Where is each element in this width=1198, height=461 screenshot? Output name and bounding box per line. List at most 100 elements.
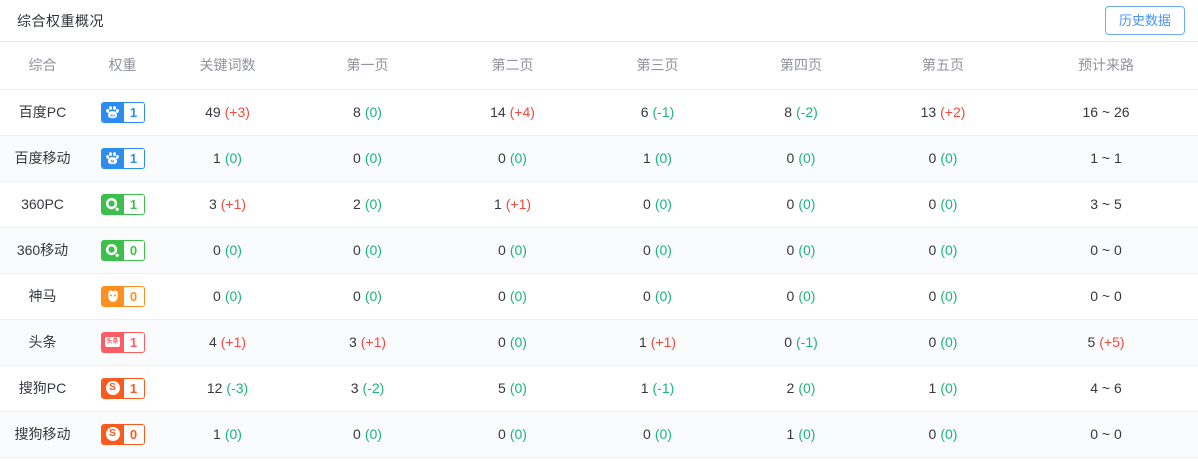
value-delta: (+2): [940, 104, 966, 120]
value: 1: [640, 380, 649, 396]
cell-page4: 0 (0): [730, 227, 872, 274]
cell-page5: 0 (0): [872, 411, 1014, 458]
value: 0: [498, 426, 506, 442]
table-row: 360移动 0 0 (0) 0 (0) 0 (0) 0 (0) 0 (0) 0 (0) 0 ~ 0: [0, 227, 1198, 274]
cell-page1: 0 (0): [295, 273, 440, 320]
cell-estimate: 0 ~ 0: [1014, 273, 1198, 320]
shenma-icon: [101, 286, 124, 306]
value: 0: [498, 242, 506, 258]
cell-page2: 5 (0): [440, 365, 585, 412]
table-row: 搜狗PC S 1 12 (-3) 3 (-2) 5 (0) 1 (-1) 2 (0) 1 (0) 4 ~ 6: [0, 365, 1198, 412]
cell-estimate: 3 ~ 5: [1014, 181, 1198, 228]
cell-engine: 神马: [0, 273, 85, 320]
value: 1: [643, 150, 651, 166]
table-row: 神马 0 0 (0) 0 (0) 0 (0) 0 (0) 0 (0) 0 (0) 0 ~ 0: [0, 273, 1198, 320]
value-delta: (+1): [220, 334, 247, 350]
value-delta: (0): [798, 426, 816, 442]
value: 0: [353, 426, 361, 442]
weight-value: 0: [123, 240, 144, 260]
value-delta: (-3): [226, 380, 249, 396]
value-delta: (-2): [796, 104, 818, 120]
cell-page5: 0 (0): [872, 135, 1014, 182]
cell-weight: 头条 1: [85, 319, 160, 366]
cell-keywords: 4 (+1): [160, 319, 295, 366]
cell-weight: du 1: [85, 89, 160, 136]
value-delta: (+3): [224, 104, 250, 120]
value: 0 ~ 0: [1090, 288, 1122, 304]
value: 0: [928, 288, 937, 304]
value: 0: [353, 288, 361, 304]
cell-keywords: 12 (-3): [160, 365, 295, 412]
value: 1: [928, 380, 937, 396]
history-data-button[interactable]: 历史数据: [1104, 6, 1185, 35]
value-delta: (+1): [650, 334, 677, 350]
value: 2: [353, 196, 361, 212]
cell-page4: 0 (0): [730, 273, 872, 320]
value: 1: [493, 196, 502, 212]
cell-page5: 13 (+2): [872, 89, 1014, 136]
value-delta: (0): [798, 242, 816, 258]
cell-keywords: 49 (+3): [160, 89, 295, 136]
value: 0: [784, 334, 792, 350]
value-delta: (0): [509, 242, 527, 258]
weight-table: 综合 权重 关键词数 第一页 第二页 第三页 第四页 第五页 预计来路 百度PC du 1 49 (+3…: [0, 42, 1198, 458]
cell-page2: 0 (0): [440, 411, 585, 458]
value-delta: (0): [654, 426, 672, 442]
value: 4: [208, 334, 217, 350]
value: 8: [784, 104, 792, 120]
cell-keywords: 0 (0): [160, 273, 295, 320]
value-delta: (+5): [1099, 334, 1125, 350]
column-header-2: 关键词数: [160, 42, 295, 90]
value: 0: [786, 288, 795, 304]
weight-value: 1: [123, 102, 144, 122]
cell-estimate: 1 ~ 1: [1014, 135, 1198, 182]
value: 6: [640, 104, 649, 120]
value-delta: (0): [224, 288, 242, 304]
cell-engine: 头条: [0, 319, 85, 366]
weight-value: 0: [123, 424, 144, 444]
cell-page1: 8 (0): [295, 89, 440, 136]
toutiao-icon: 头条: [101, 332, 124, 352]
value: 0: [928, 426, 937, 442]
360-icon: [101, 194, 124, 214]
cell-page2: 1 (+1): [440, 181, 585, 228]
cell-page1: 0 (0): [295, 227, 440, 274]
value-delta: (-2): [362, 380, 385, 396]
cell-page4: 0 (0): [730, 181, 872, 228]
360-weight-badge: 1: [100, 193, 145, 215]
value: 5: [1087, 334, 1096, 350]
value: 1 ~ 1: [1090, 150, 1122, 166]
column-header-5: 第三页: [585, 42, 730, 90]
cell-page3: 1 (0): [585, 135, 730, 182]
value-delta: (0): [940, 380, 958, 396]
svg-text:M: M: [111, 158, 115, 163]
table-row: 百度移动 M 1 1 (0) 0 (0) 0 (0) 1 (0) 0 (0) 0 (0) 1 ~ 1: [0, 135, 1198, 182]
cell-estimate: 4 ~ 6: [1014, 365, 1198, 412]
svg-text:du: du: [110, 112, 115, 117]
cell-weight: 0: [85, 227, 160, 274]
weight-value: 1: [123, 378, 144, 398]
cell-page5: 0 (0): [872, 181, 1014, 228]
cell-page1: 2 (0): [295, 181, 440, 228]
value-delta: (0): [940, 426, 958, 442]
cell-page1: 3 (-2): [295, 365, 440, 412]
cell-page4: 0 (-1): [730, 319, 872, 366]
value: 0: [213, 242, 221, 258]
value-delta: (0): [364, 150, 382, 166]
value: 0: [643, 242, 651, 258]
value-delta: (0): [224, 426, 242, 442]
value-delta: (0): [798, 196, 816, 212]
value: 0: [786, 150, 795, 166]
value-delta: (0): [654, 242, 672, 258]
cell-weight: 0: [85, 273, 160, 320]
cell-page3: 0 (0): [585, 411, 730, 458]
shenma-weight-badge: 0: [100, 285, 145, 307]
cell-engine: 搜狗PC: [0, 365, 85, 412]
value-delta: (0): [654, 196, 672, 212]
value: 12: [206, 380, 223, 396]
column-header-6: 第四页: [730, 42, 872, 90]
column-header-0: 综合: [0, 42, 85, 90]
value: 0: [928, 150, 937, 166]
value-delta: (0): [798, 380, 816, 396]
